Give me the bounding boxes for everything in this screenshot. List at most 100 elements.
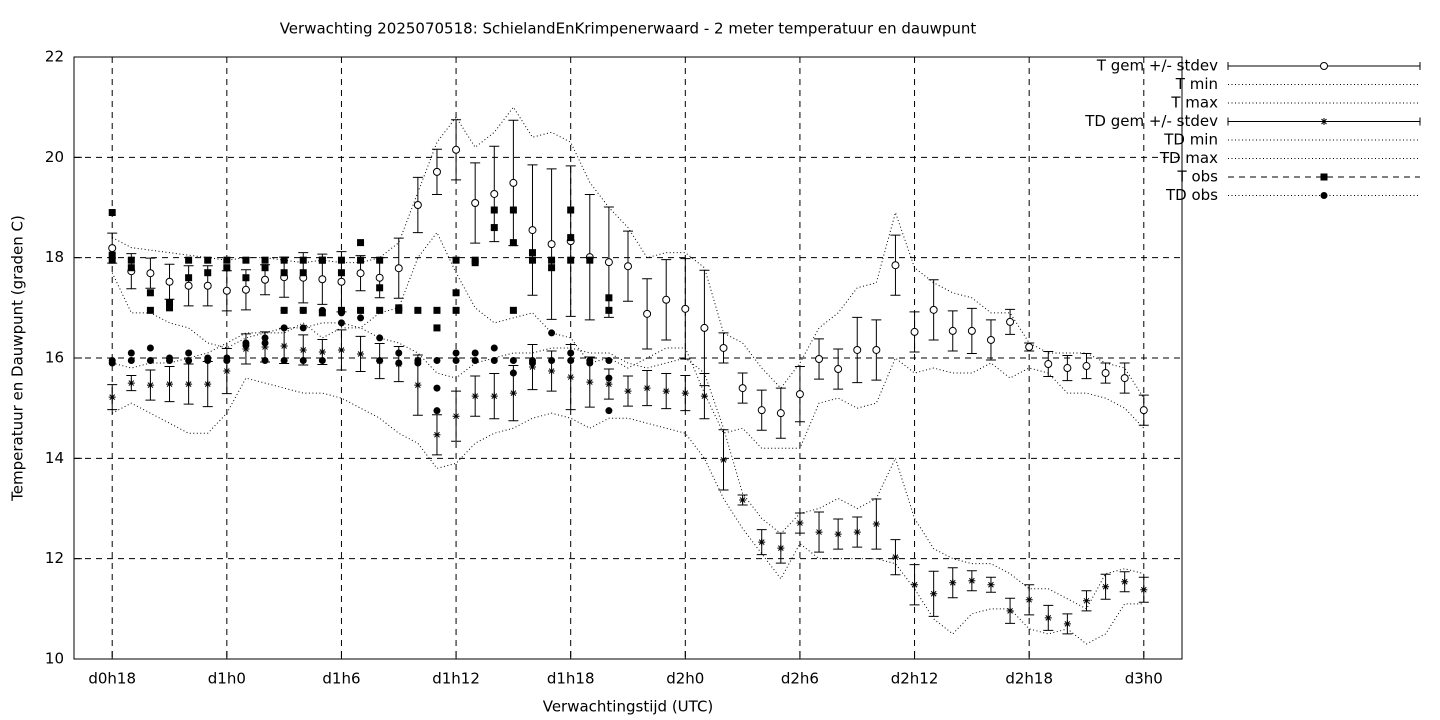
y-tick-label: 12 [45,549,64,567]
point [795,390,804,399]
point [681,389,689,397]
point [758,538,766,546]
point [261,264,269,272]
point [452,145,461,154]
point [108,209,116,217]
point [776,409,785,418]
plot-frame [73,56,1183,660]
x-tick-label: d2h0 [666,670,704,688]
point [1082,362,1091,371]
point [452,357,460,365]
point [108,359,116,367]
point [280,357,288,365]
point [127,379,135,387]
point [949,579,957,587]
point [337,269,345,277]
x-tick-label: d1h12 [432,670,480,688]
point [108,251,116,259]
point [471,198,480,207]
point [184,281,193,290]
point [280,256,288,264]
point [299,306,307,314]
x-tick-label: d2h12 [891,670,939,688]
point [185,380,193,388]
point [242,274,250,282]
point [299,324,307,332]
point [471,259,479,267]
point [1121,578,1129,586]
point [738,384,747,393]
point [185,357,193,365]
point [452,289,460,297]
point [452,256,460,264]
point [433,384,441,392]
point [146,344,154,352]
point [414,306,422,314]
point [376,334,384,342]
point [528,249,536,257]
point [414,381,422,389]
point [395,304,403,312]
point [337,256,345,264]
legend-label: TD max [1159,149,1218,167]
point [1044,614,1052,622]
point [681,304,690,313]
point [357,306,365,314]
point [395,349,403,357]
point [242,345,250,353]
legend-marker [1320,118,1328,125]
point [604,258,613,267]
point [127,357,135,365]
point [891,261,900,270]
point [700,392,708,400]
point [567,349,575,357]
point [1101,369,1110,378]
point [586,256,594,264]
point [509,206,517,214]
point [261,357,269,365]
legend-label: TD obs [1165,186,1218,204]
point [720,456,728,464]
point [911,581,919,589]
point [337,309,345,317]
point [166,304,174,312]
x-tick-label: d1h0 [208,670,246,688]
point [318,357,326,365]
point [548,357,556,365]
point [108,256,116,264]
point [948,326,957,335]
point [471,349,479,357]
point [1140,586,1148,594]
point [299,346,307,354]
point [509,239,517,247]
line [111,231,1145,449]
legend-marker [1320,192,1328,199]
point [624,262,632,271]
point [414,359,422,367]
point [1063,364,1072,373]
point [356,269,365,278]
point [700,323,709,332]
point [203,281,212,290]
point [586,378,594,386]
point [509,178,518,187]
point [395,359,403,367]
legend-marker [1320,62,1328,70]
point [185,349,193,357]
point [567,234,575,242]
point [127,349,135,357]
point [528,359,536,367]
point [280,306,288,314]
point [357,239,365,247]
y-tick-label: 20 [45,148,64,166]
point [185,256,193,264]
point [223,367,231,375]
y-tick-label: 18 [45,248,64,266]
point [605,357,613,365]
point [509,357,517,365]
point [223,357,231,365]
point [490,206,498,214]
point [1139,406,1148,415]
point [815,355,824,364]
point [509,369,517,377]
